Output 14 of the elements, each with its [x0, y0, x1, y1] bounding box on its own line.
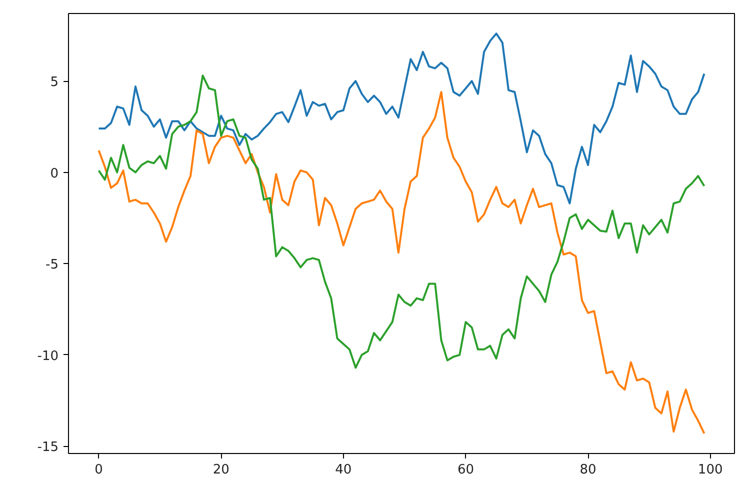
- x-tick-label: 100: [698, 462, 723, 478]
- x-tick-label: 80: [580, 462, 596, 478]
- y-tick-label: -10: [37, 348, 58, 364]
- y-tick-label: 5: [50, 75, 59, 90]
- y-tick-label: -15: [37, 440, 58, 456]
- x-tick-label: 60: [457, 462, 474, 478]
- line-series: [98, 32, 706, 204]
- y-tick-label: -5: [46, 258, 59, 273]
- line-series: [98, 91, 706, 434]
- x-tick-label: 0: [94, 462, 103, 478]
- x-tick-label: 40: [335, 462, 352, 478]
- x-tick-label: 20: [212, 462, 230, 478]
- y-tick-label: 0: [50, 166, 59, 182]
- line-series: [98, 74, 706, 369]
